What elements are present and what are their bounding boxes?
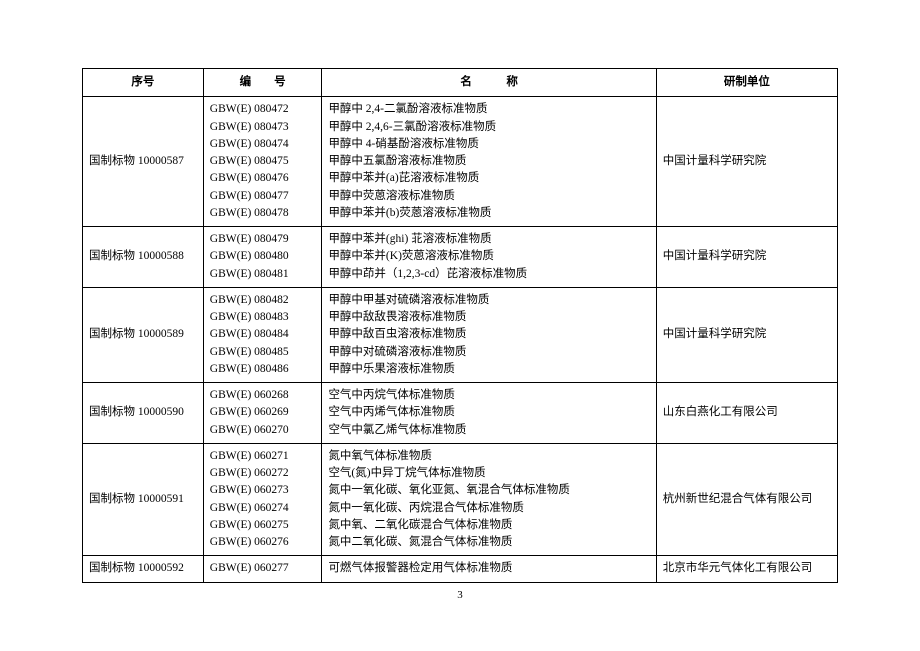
name-line: 甲醇中五氯酚溶液标准物质	[328, 153, 649, 170]
cell-seq: 国制标物 10000591	[83, 443, 204, 556]
code-line: GBW(E) 060275	[210, 517, 316, 534]
code-line: GBW(E) 060269	[210, 404, 316, 421]
cell-org: 杭州新世纪混合气体有限公司	[656, 443, 837, 556]
code-line: GBW(E) 080476	[210, 170, 316, 187]
cell-name: 氮中氧气体标准物质空气(氮)中异丁烷气体标准物质氮中一氧化碳、氧化亚氮、氧混合气…	[322, 443, 656, 556]
code-line: GBW(E) 060276	[210, 534, 316, 551]
name-line: 甲醇中茚并（1,2,3-cd）芘溶液标准物质	[328, 266, 649, 283]
cell-code: GBW(E) 060271GBW(E) 060272GBW(E) 060273G…	[203, 443, 322, 556]
code-line: GBW(E) 080474	[210, 136, 316, 153]
code-line: GBW(E) 060277	[210, 560, 316, 577]
name-line: 甲醇中苯并(a)芘溶液标准物质	[328, 170, 649, 187]
name-line: 甲醇中苯并(b)荧蒽溶液标准物质	[328, 205, 649, 222]
table-row: 国制标物 10000590GBW(E) 060268GBW(E) 060269G…	[83, 383, 838, 444]
name-line: 甲醇中苯并(K)荧蒽溶液标准物质	[328, 248, 649, 265]
cell-code: GBW(E) 080472GBW(E) 080473GBW(E) 080474G…	[203, 97, 322, 227]
cell-name: 可燃气体报警器检定用气体标准物质	[322, 556, 656, 582]
code-line: GBW(E) 080483	[210, 309, 316, 326]
page-number: 3	[82, 589, 838, 601]
cell-seq: 国制标物 10000590	[83, 383, 204, 444]
name-line: 甲醇中对硫磷溶液标准物质	[328, 344, 649, 361]
code-line: GBW(E) 080480	[210, 248, 316, 265]
name-line: 可燃气体报警器检定用气体标准物质	[328, 560, 649, 577]
header-code: 编 号	[203, 69, 322, 97]
name-line: 甲醇中乐果溶液标准物质	[328, 361, 649, 378]
cell-code: GBW(E) 080479GBW(E) 080480GBW(E) 080481	[203, 227, 322, 288]
table-row: 国制标物 10000592 GBW(E) 060277 可燃气体报警器检定用气体标准…	[83, 556, 838, 582]
cell-seq: 国制标物 10000588	[83, 227, 204, 288]
code-line: GBW(E) 060274	[210, 500, 316, 517]
name-line: 氮中氧气体标准物质	[328, 448, 649, 465]
code-line: GBW(E) 080479	[210, 231, 316, 248]
cell-name: 空气中丙烷气体标准物质空气中丙烯气体标准物质空气中氯乙烯气体标准物质	[322, 383, 656, 444]
code-line: GBW(E) 080486	[210, 361, 316, 378]
code-line: GBW(E) 060270	[210, 422, 316, 439]
name-line: 甲醇中敌百虫溶液标准物质	[328, 326, 649, 343]
name-line: 空气中丙烷气体标准物质	[328, 387, 649, 404]
code-line: GBW(E) 060273	[210, 482, 316, 499]
table-row: 国制标物 10000589GBW(E) 080482GBW(E) 080483G…	[83, 287, 838, 382]
name-line: 甲醇中敌敌畏溶液标准物质	[328, 309, 649, 326]
code-line: GBW(E) 080484	[210, 326, 316, 343]
name-line: 空气中氯乙烯气体标准物质	[328, 422, 649, 439]
cell-org: 北京市华元气体化工有限公司	[656, 556, 837, 582]
name-line: 空气中丙烯气体标准物质	[328, 404, 649, 421]
name-line: 甲醇中 2,4-二氯酚溶液标准物质	[328, 101, 649, 118]
table-row: 国制标物 10000591GBW(E) 060271GBW(E) 060272G…	[83, 443, 838, 556]
code-line: GBW(E) 080475	[210, 153, 316, 170]
header-name: 名 称	[322, 69, 656, 97]
name-line: 甲醇中甲基对硫磷溶液标准物质	[328, 292, 649, 309]
cell-seq: 国制标物 10000587	[83, 97, 204, 227]
code-line: GBW(E) 080482	[210, 292, 316, 309]
standards-table: 序号 编 号 名 称 研制单位 国制标物 10000587GBW(E) 0804…	[82, 68, 838, 583]
code-line: GBW(E) 060271	[210, 448, 316, 465]
cell-name: 甲醇中 2,4-二氯酚溶液标准物质甲醇中 2,4,6-三氯酚溶液标准物质甲醇中 …	[322, 97, 656, 227]
cell-seq: 国制标物 10000592	[83, 556, 204, 582]
code-line: GBW(E) 060268	[210, 387, 316, 404]
cell-code: GBW(E) 060268GBW(E) 060269GBW(E) 060270	[203, 383, 322, 444]
code-line: GBW(E) 080473	[210, 119, 316, 136]
name-line: 甲醇中 2,4,6-三氯酚溶液标准物质	[328, 119, 649, 136]
cell-org: 中国计量科学研究院	[656, 97, 837, 227]
name-line: 氮中二氧化碳、氮混合气体标准物质	[328, 534, 649, 551]
cell-org: 山东白燕化工有限公司	[656, 383, 837, 444]
header-seq: 序号	[83, 69, 204, 97]
code-line: GBW(E) 060272	[210, 465, 316, 482]
name-line: 甲醇中苯并(ghi) 苝溶液标准物质	[328, 231, 649, 248]
cell-name: 甲醇中苯并(ghi) 苝溶液标准物质甲醇中苯并(K)荧蒽溶液标准物质甲醇中茚并（…	[322, 227, 656, 288]
cell-name: 甲醇中甲基对硫磷溶液标准物质甲醇中敌敌畏溶液标准物质甲醇中敌百虫溶液标准物质甲醇…	[322, 287, 656, 382]
header-org: 研制单位	[656, 69, 837, 97]
name-line: 空气(氮)中异丁烷气体标准物质	[328, 465, 649, 482]
table-header-row: 序号 编 号 名 称 研制单位	[83, 69, 838, 97]
name-line: 氮中一氧化碳、丙烷混合气体标准物质	[328, 500, 649, 517]
table-row: 国制标物 10000588GBW(E) 080479GBW(E) 080480G…	[83, 227, 838, 288]
cell-code: GBW(E) 080482GBW(E) 080483GBW(E) 080484G…	[203, 287, 322, 382]
cell-seq: 国制标物 10000589	[83, 287, 204, 382]
code-line: GBW(E) 080477	[210, 188, 316, 205]
code-line: GBW(E) 080472	[210, 101, 316, 118]
code-line: GBW(E) 080478	[210, 205, 316, 222]
name-line: 氮中一氧化碳、氧化亚氮、氧混合气体标准物质	[328, 482, 649, 499]
cell-org: 中国计量科学研究院	[656, 287, 837, 382]
cell-org: 中国计量科学研究院	[656, 227, 837, 288]
name-line: 甲醇中 4-硝基酚溶液标准物质	[328, 136, 649, 153]
code-line: GBW(E) 080485	[210, 344, 316, 361]
name-line: 甲醇中荧蒽溶液标准物质	[328, 188, 649, 205]
code-line: GBW(E) 080481	[210, 266, 316, 283]
cell-code: GBW(E) 060277	[203, 556, 322, 582]
name-line: 氮中氧、二氧化碳混合气体标准物质	[328, 517, 649, 534]
table-row: 国制标物 10000587GBW(E) 080472GBW(E) 080473G…	[83, 97, 838, 227]
